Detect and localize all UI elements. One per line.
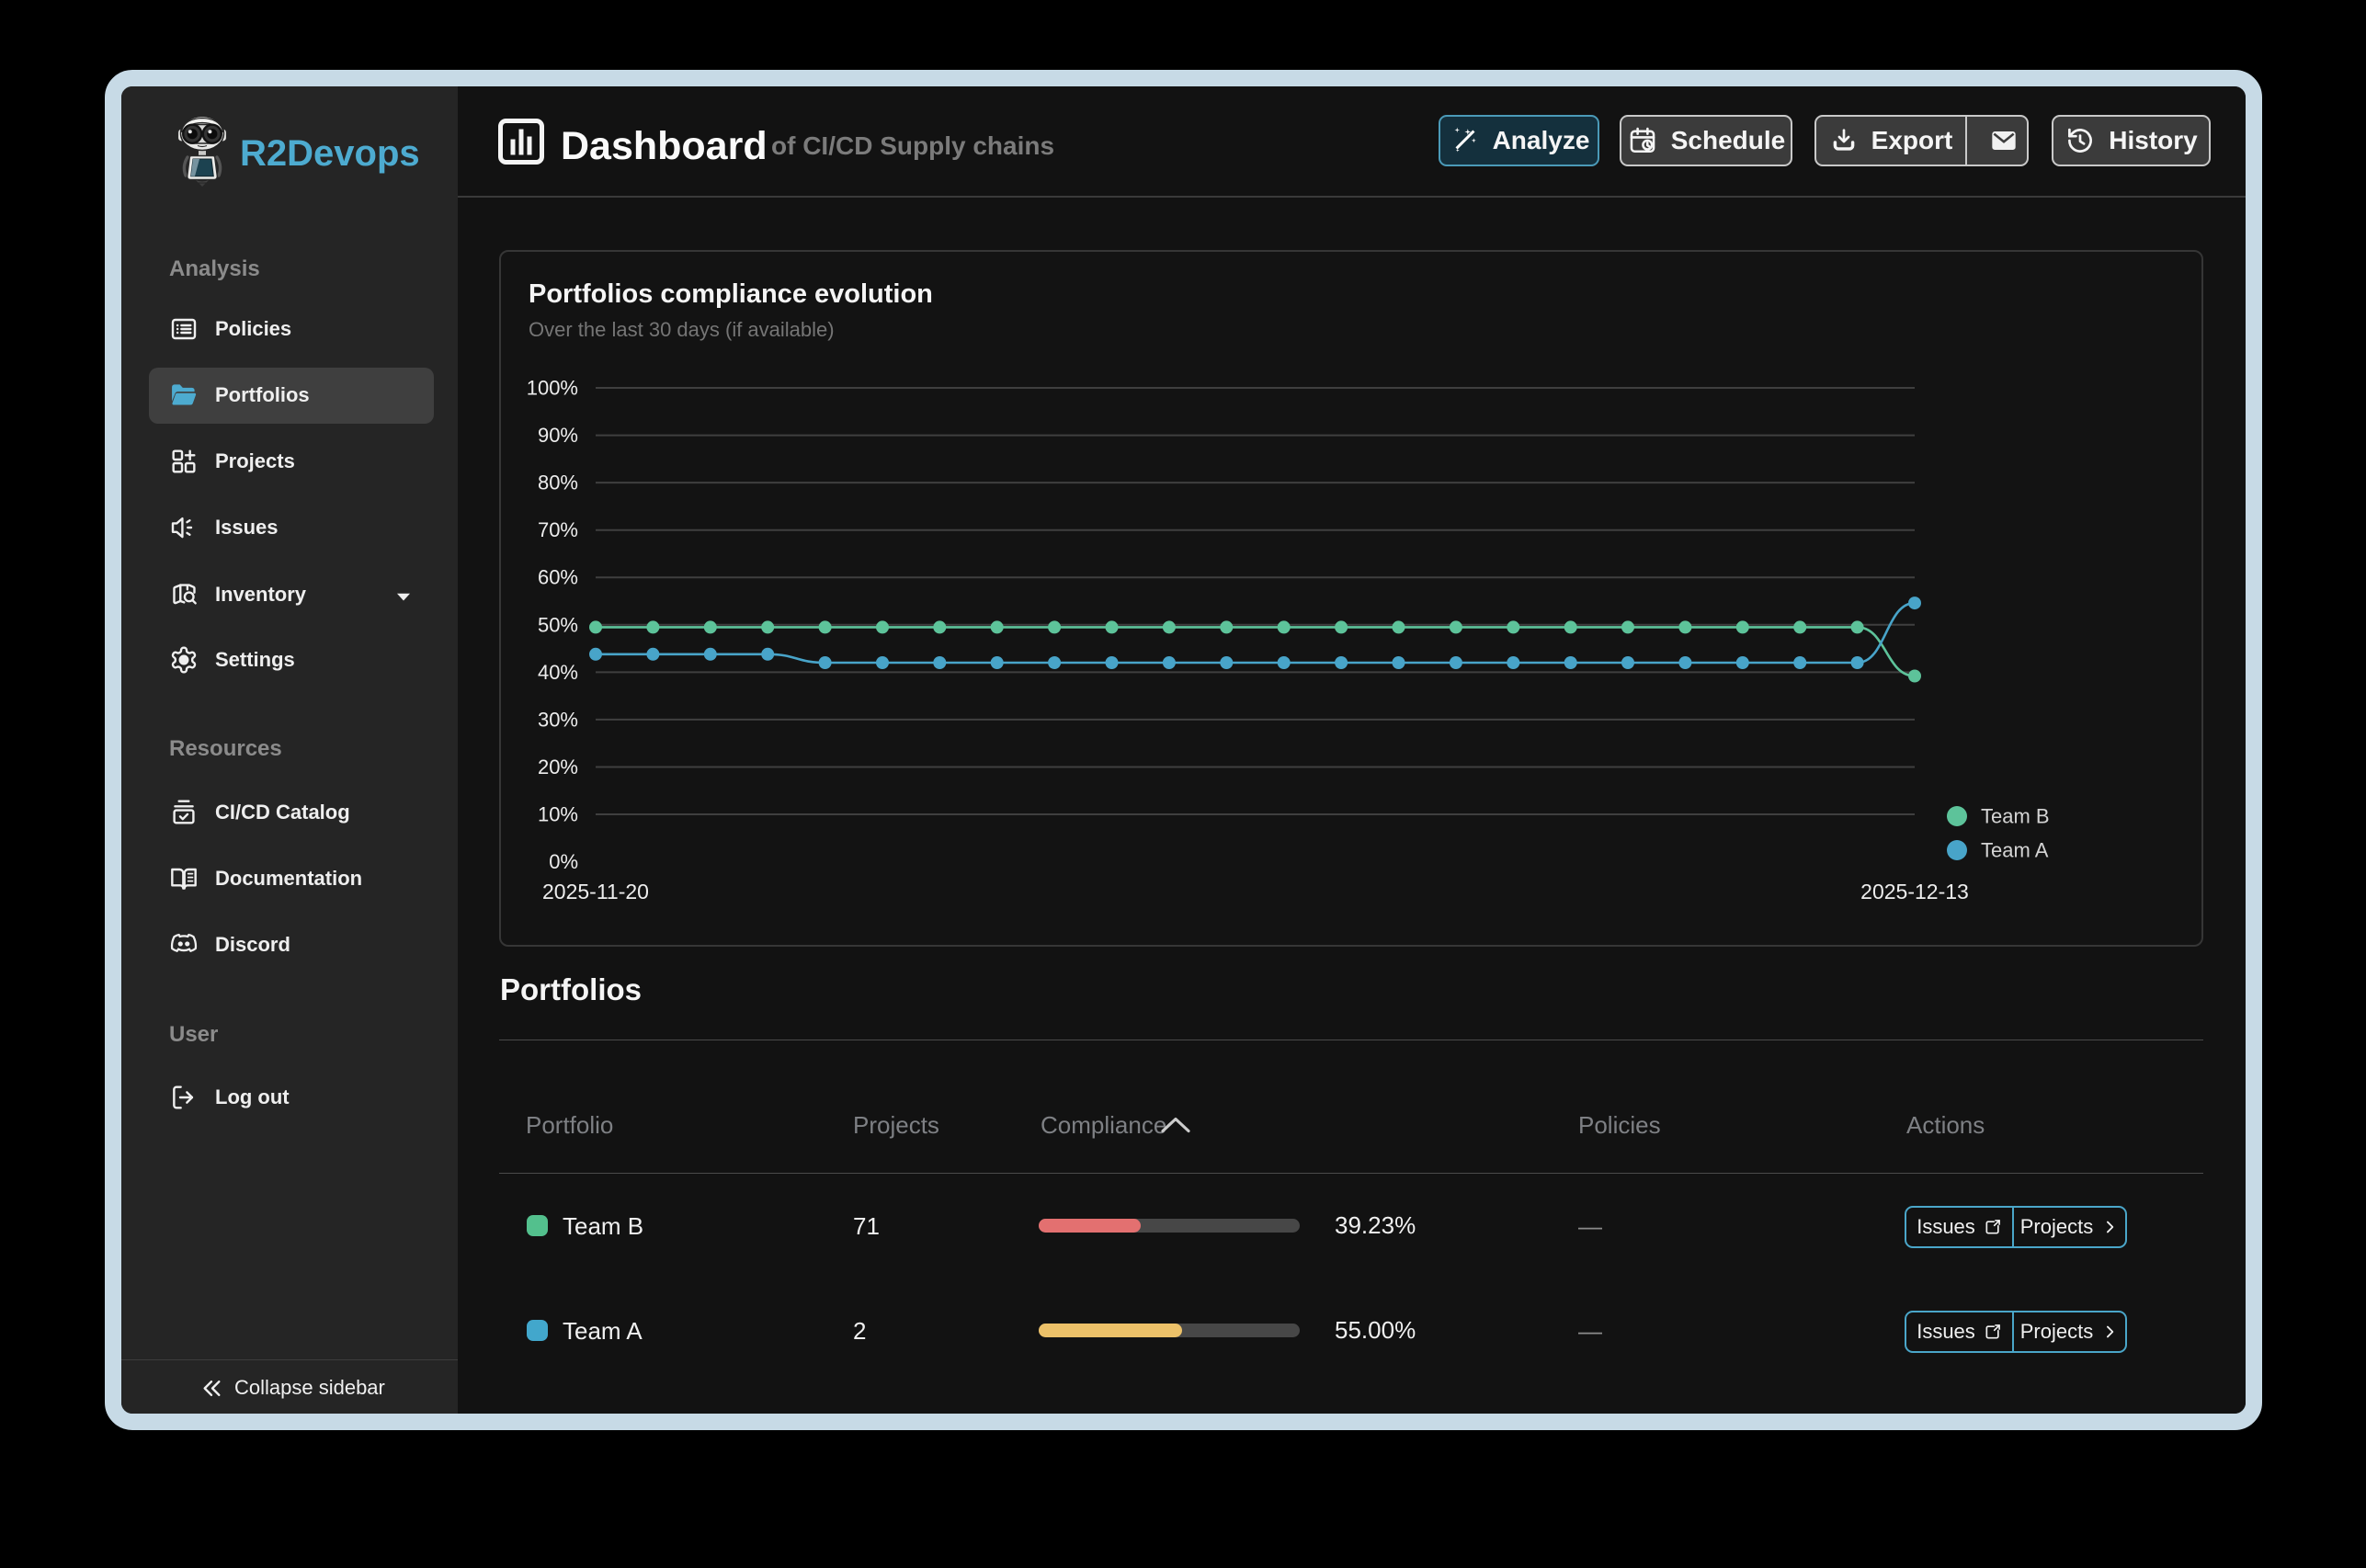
svg-text:50%: 50% xyxy=(538,613,578,636)
svg-text:Team B: Team B xyxy=(1981,805,2050,828)
svg-text:10%: 10% xyxy=(538,803,578,826)
svg-text:2025-12-13: 2025-12-13 xyxy=(1860,880,1969,903)
svg-text:40%: 40% xyxy=(538,661,578,684)
svg-text:80%: 80% xyxy=(538,472,578,494)
svg-text:20%: 20% xyxy=(538,756,578,778)
svg-text:60%: 60% xyxy=(538,566,578,589)
svg-text:100%: 100% xyxy=(527,377,578,400)
svg-text:2025-11-20: 2025-11-20 xyxy=(542,880,649,903)
svg-text:30%: 30% xyxy=(538,708,578,731)
svg-text:0%: 0% xyxy=(549,850,578,873)
svg-text:70%: 70% xyxy=(538,518,578,541)
svg-text:90%: 90% xyxy=(538,424,578,447)
svg-text:Team A: Team A xyxy=(1981,839,2049,862)
